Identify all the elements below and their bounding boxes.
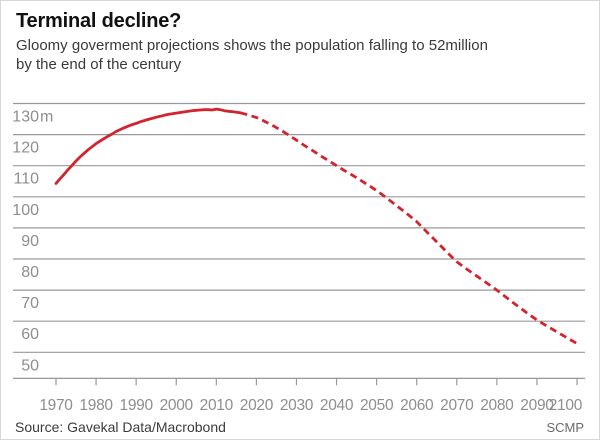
x-axis-label: 2100 xyxy=(549,397,583,414)
publisher-credit: SCMP xyxy=(546,420,584,435)
x-axis-label: 2070 xyxy=(440,397,474,414)
y-axis-label: 100 xyxy=(12,202,39,219)
y-axis-label: 70 xyxy=(21,295,39,312)
x-axis-label: 2080 xyxy=(480,397,514,414)
y-axis-label: 120 xyxy=(12,140,39,157)
population-historical-line xyxy=(54,107,242,185)
population-projection-line xyxy=(240,111,578,345)
y-axis-label: 130 xyxy=(12,109,39,126)
y-axis-label: 80 xyxy=(21,264,39,281)
y-axis-unit-label: m xyxy=(40,109,53,126)
x-axis-label: 2060 xyxy=(400,397,434,414)
x-axis-label: 2020 xyxy=(240,397,274,414)
chart-subtitle: Gloomy goverment projections shows the p… xyxy=(16,36,488,74)
chart-subtitle-line2: by the end of the century xyxy=(16,56,182,73)
x-axis-label: 2010 xyxy=(200,397,234,414)
x-axis-label: 2090 xyxy=(520,397,554,414)
x-axis-label: 1990 xyxy=(120,397,154,414)
x-axis-label: 1980 xyxy=(79,397,113,414)
x-axis-label: 2030 xyxy=(280,397,314,414)
chart-title: Terminal decline? xyxy=(16,10,182,32)
x-axis-label: 2050 xyxy=(360,397,394,414)
source-note: Source: Gavekal Data/Macrobond xyxy=(15,419,226,435)
y-axis-label: 110 xyxy=(13,171,39,188)
x-axis-label: 1970 xyxy=(39,397,73,414)
x-axis-label: 2000 xyxy=(160,397,194,414)
y-axis-label: 60 xyxy=(21,326,39,343)
y-axis-label: 90 xyxy=(21,233,39,250)
x-axis-label: 2040 xyxy=(320,397,354,414)
chart-subtitle-line1: Gloomy goverment projections shows the p… xyxy=(16,37,488,54)
y-axis-label: 50 xyxy=(21,357,39,374)
